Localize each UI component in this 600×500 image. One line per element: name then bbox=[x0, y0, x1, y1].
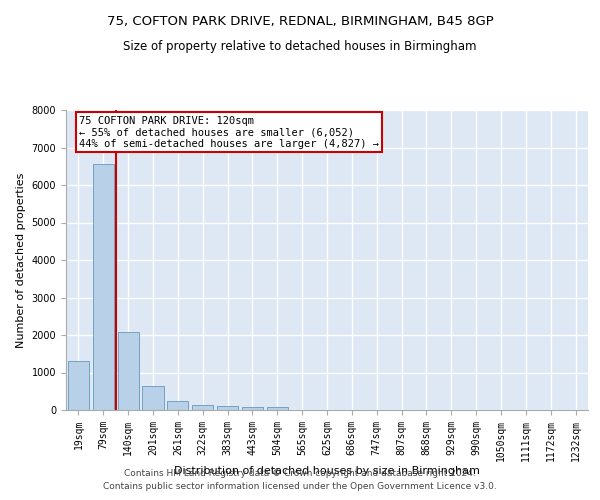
Bar bbox=[142, 386, 164, 410]
Text: Contains public sector information licensed under the Open Government Licence v3: Contains public sector information licen… bbox=[103, 482, 497, 491]
Text: Contains HM Land Registry data © Crown copyright and database right 2024.: Contains HM Land Registry data © Crown c… bbox=[124, 468, 476, 477]
Bar bbox=[242, 408, 263, 410]
Bar bbox=[267, 408, 288, 410]
Y-axis label: Number of detached properties: Number of detached properties bbox=[16, 172, 26, 348]
Bar bbox=[217, 406, 238, 410]
Text: 75, COFTON PARK DRIVE, REDNAL, BIRMINGHAM, B45 8GP: 75, COFTON PARK DRIVE, REDNAL, BIRMINGHA… bbox=[107, 15, 493, 28]
Bar bbox=[192, 405, 213, 410]
Text: 75 COFTON PARK DRIVE: 120sqm
← 55% of detached houses are smaller (6,052)
44% of: 75 COFTON PARK DRIVE: 120sqm ← 55% of de… bbox=[79, 116, 379, 149]
Text: Size of property relative to detached houses in Birmingham: Size of property relative to detached ho… bbox=[123, 40, 477, 53]
Bar bbox=[68, 361, 89, 410]
Bar bbox=[118, 332, 139, 410]
X-axis label: Distribution of detached houses by size in Birmingham: Distribution of detached houses by size … bbox=[174, 466, 480, 476]
Bar bbox=[167, 400, 188, 410]
Bar bbox=[93, 164, 114, 410]
